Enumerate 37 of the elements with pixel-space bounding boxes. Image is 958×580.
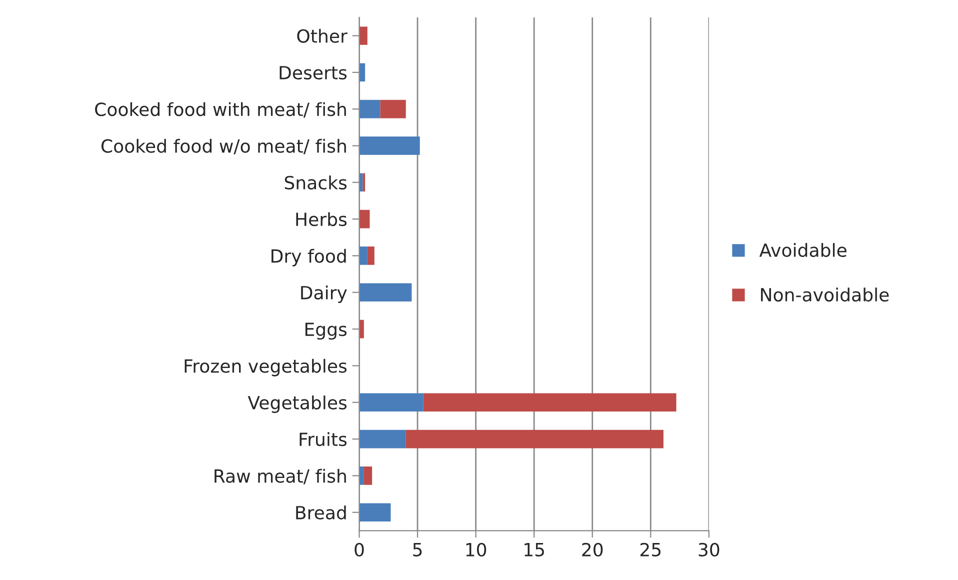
bar xyxy=(359,26,368,45)
y-tick-label: Dry food xyxy=(272,248,346,266)
x-tick-label: 0 xyxy=(354,542,364,556)
bar xyxy=(359,430,406,448)
bar xyxy=(359,393,424,412)
x-tick-label: 20 xyxy=(582,542,603,556)
x-tick-label: 5 xyxy=(413,543,422,556)
bar xyxy=(362,173,366,192)
y-tick-label: Cooked food with meat/ fish xyxy=(95,102,346,118)
bar xyxy=(367,246,374,265)
y-tick-label: Cooked food w/o meat/ fish xyxy=(101,138,346,154)
y-tick-label: Snacks xyxy=(284,176,347,190)
bar xyxy=(364,466,372,485)
y-tick-label: Frozen vegetables xyxy=(184,358,347,376)
bar xyxy=(380,100,406,118)
x-tick-label: 10 xyxy=(466,542,486,556)
bar xyxy=(359,503,391,522)
bar xyxy=(359,246,368,265)
bar xyxy=(359,100,380,118)
bar xyxy=(423,393,676,412)
y-tick-label: Bread xyxy=(296,506,346,520)
legend-label: Avoidable xyxy=(759,243,846,258)
y-tick-label: Eggs xyxy=(305,322,347,340)
bar xyxy=(359,136,420,155)
legend-label: Non-avoidable xyxy=(761,288,889,302)
bar xyxy=(359,283,412,302)
y-tick-label: Vegetables xyxy=(248,396,347,413)
y-tick-label: Dairy xyxy=(301,286,347,303)
y-tick-label: Deserts xyxy=(280,66,347,80)
y-tick-label: Raw meat/ fish xyxy=(214,468,346,484)
y-tick-label: Fruits xyxy=(300,432,347,446)
x-tick-label: 15 xyxy=(524,543,544,556)
y-tick-label: Herbs xyxy=(296,212,347,226)
bar xyxy=(406,430,664,448)
x-tick-label: 30 xyxy=(698,542,720,556)
x-tick-label: 25 xyxy=(640,542,661,556)
y-tick-label: Other xyxy=(297,28,348,43)
